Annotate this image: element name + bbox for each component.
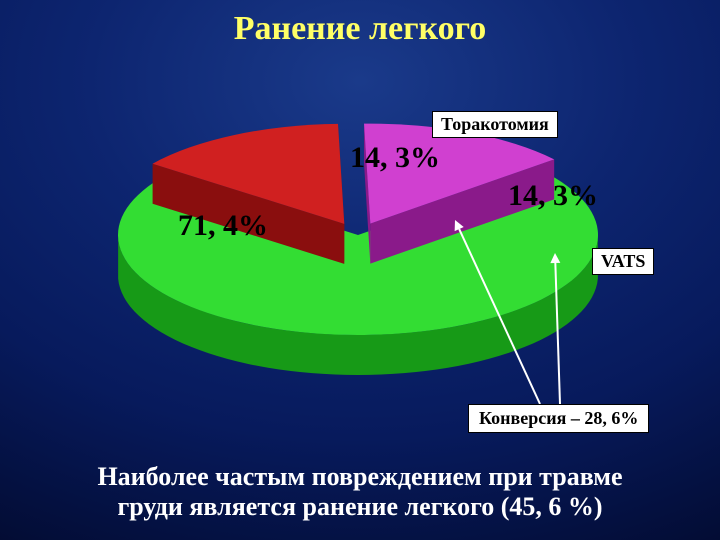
conversion-box: Конверсия – 28, 6% <box>468 404 649 433</box>
callout-thoracotomy: Торакотомия <box>432 111 558 138</box>
slice-label-thoracotomy: 14, 3% <box>350 141 440 175</box>
slice-label-vats: 14, 3% <box>508 179 598 213</box>
page-title: Ранение легкого <box>0 10 720 48</box>
footer-line2: груди является ранение легкого (45, 6 %) <box>117 492 602 521</box>
footer-text: Наиболее частым повреждением при травме … <box>0 462 720 522</box>
callout-vats: VATS <box>592 248 654 275</box>
slice-label-main: 71, 4% <box>178 209 268 243</box>
footer-line1: Наиболее частым повреждением при травме <box>97 462 622 491</box>
